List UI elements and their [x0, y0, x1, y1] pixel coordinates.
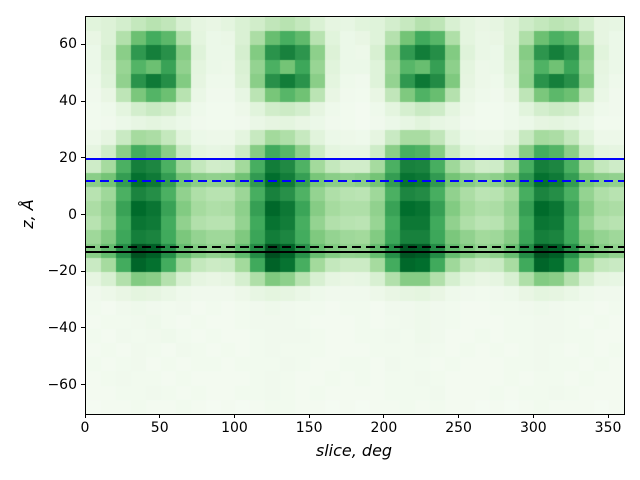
x-tick-label: 100 [221, 420, 248, 436]
y-tick-mark [81, 157, 85, 159]
y-tick-label: 20 [59, 149, 77, 166]
x-tick-label: 300 [519, 420, 547, 436]
x-tick-mark [308, 414, 310, 418]
x-tick-mark [159, 414, 161, 418]
x-tick-mark [84, 414, 86, 418]
y-tick-mark [81, 270, 85, 272]
x-tick-label: 200 [370, 420, 398, 436]
x-tick-mark [532, 414, 534, 418]
y-tick-label: −20 [47, 263, 77, 280]
y-tick-label: −40 [47, 319, 77, 336]
x-axis-label: slice, deg [315, 441, 393, 460]
x-tick-label: 350 [594, 420, 622, 436]
y-tick-mark [81, 384, 85, 386]
plot-area [85, 16, 625, 415]
y-tick-mark [81, 214, 85, 215]
x-tick-label: 150 [295, 420, 323, 436]
y-tick-mark [81, 327, 85, 329]
y-tick-label: 40 [59, 93, 77, 110]
x-tick-label: 0 [80, 420, 90, 436]
x-tick-mark [233, 414, 235, 418]
y-tick-label: 60 [59, 36, 77, 53]
y-tick-mark [81, 100, 85, 102]
y-tick-label: 0 [68, 206, 77, 223]
x-tick-label: 250 [445, 420, 472, 436]
y-tick-mark [81, 43, 85, 45]
x-tick-label: 50 [150, 420, 169, 436]
x-tick-mark [458, 414, 460, 418]
heatmap-image [86, 17, 624, 414]
y-tick-label: −60 [47, 376, 77, 393]
x-tick-mark [383, 414, 385, 418]
x-tick-mark [607, 414, 609, 418]
